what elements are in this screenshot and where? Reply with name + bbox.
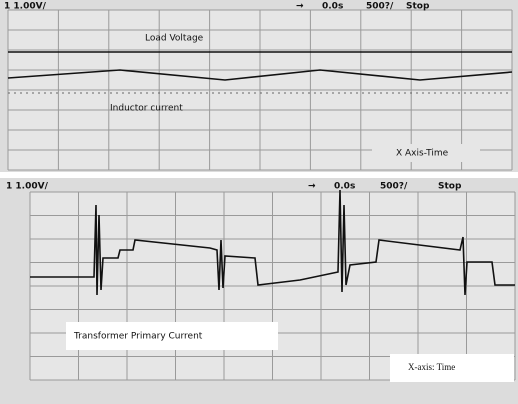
label: Inductor current — [110, 104, 183, 114]
state: Stop — [438, 182, 462, 192]
label: X-axis: Time — [408, 362, 455, 372]
arrow: → — [296, 2, 304, 12]
label: Transformer Primary Current — [73, 332, 203, 342]
arrow: → — [308, 182, 316, 192]
time: 0.0s — [334, 182, 355, 192]
channel: 1 1.00V/ — [4, 2, 47, 12]
channel: 1 1.00V/ — [6, 182, 49, 192]
timebase: 500?/ — [380, 182, 408, 192]
label: Load Voltage — [145, 34, 204, 44]
scope-screenshot: 1 1.00V/ → 0.0s 500?/ Stop Load Voltage … — [0, 0, 518, 404]
timebase: 500?/ — [366, 2, 394, 12]
label: X Axis-Time — [396, 149, 449, 159]
time: 0.0s — [322, 2, 343, 12]
state: Stop — [406, 2, 430, 12]
